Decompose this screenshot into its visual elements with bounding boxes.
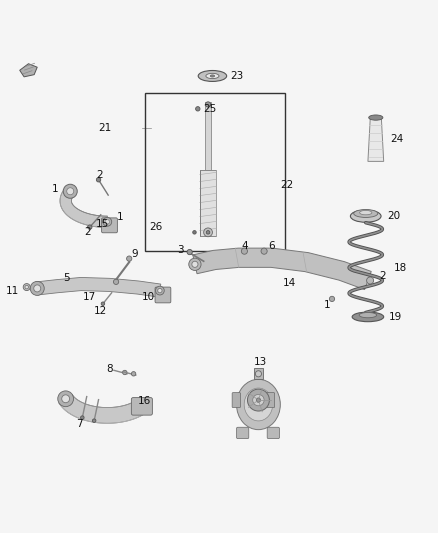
Ellipse shape: [237, 379, 280, 430]
Text: 13: 13: [254, 357, 267, 367]
Text: 25: 25: [203, 104, 217, 114]
Circle shape: [63, 184, 77, 198]
FancyBboxPatch shape: [267, 427, 279, 439]
Circle shape: [192, 261, 198, 268]
Circle shape: [23, 284, 30, 290]
Circle shape: [25, 285, 28, 289]
Text: 5: 5: [64, 273, 70, 283]
Circle shape: [127, 256, 132, 261]
Circle shape: [187, 249, 192, 255]
FancyBboxPatch shape: [232, 393, 240, 408]
Circle shape: [196, 107, 200, 111]
Text: 9: 9: [131, 249, 138, 259]
Circle shape: [204, 228, 212, 237]
Circle shape: [96, 177, 101, 182]
Text: 26: 26: [149, 222, 162, 232]
Ellipse shape: [359, 312, 377, 318]
Circle shape: [256, 398, 261, 402]
Ellipse shape: [350, 210, 381, 222]
Text: 4: 4: [241, 241, 248, 251]
Text: 17: 17: [83, 292, 96, 302]
Circle shape: [101, 302, 105, 305]
Circle shape: [253, 394, 264, 406]
Polygon shape: [368, 118, 384, 161]
Text: 6: 6: [268, 241, 275, 251]
Circle shape: [367, 277, 374, 284]
Text: 20: 20: [387, 211, 400, 221]
Circle shape: [67, 188, 74, 195]
Circle shape: [123, 370, 127, 375]
Text: 19: 19: [389, 312, 402, 322]
Circle shape: [103, 217, 112, 226]
Circle shape: [81, 416, 84, 419]
Text: 14: 14: [283, 278, 296, 288]
Polygon shape: [59, 394, 148, 423]
Circle shape: [189, 258, 201, 270]
Ellipse shape: [210, 75, 215, 77]
FancyBboxPatch shape: [155, 287, 171, 303]
FancyBboxPatch shape: [237, 427, 249, 439]
Text: 10: 10: [141, 292, 155, 302]
Text: 2: 2: [96, 169, 103, 180]
Polygon shape: [36, 278, 161, 297]
Circle shape: [261, 248, 267, 254]
Circle shape: [113, 279, 119, 285]
Bar: [145, 93, 285, 251]
Text: 1: 1: [51, 184, 58, 194]
Text: 8: 8: [106, 364, 113, 374]
Text: 1: 1: [117, 212, 124, 222]
Circle shape: [329, 296, 335, 302]
FancyBboxPatch shape: [102, 218, 117, 233]
Text: 24: 24: [390, 134, 403, 144]
Text: 1: 1: [324, 300, 331, 310]
Circle shape: [158, 288, 162, 293]
FancyBboxPatch shape: [266, 393, 275, 408]
Circle shape: [247, 389, 269, 411]
Polygon shape: [193, 248, 371, 289]
Circle shape: [88, 225, 92, 229]
Circle shape: [105, 220, 110, 224]
Text: 15: 15: [96, 219, 110, 229]
Text: 21: 21: [99, 123, 112, 133]
Circle shape: [206, 231, 210, 234]
Text: 16: 16: [138, 396, 151, 406]
Ellipse shape: [244, 388, 272, 421]
Circle shape: [205, 102, 211, 107]
Ellipse shape: [353, 209, 378, 217]
Circle shape: [193, 231, 196, 234]
Ellipse shape: [198, 70, 227, 82]
Circle shape: [255, 371, 261, 377]
Text: 18: 18: [393, 263, 406, 272]
Ellipse shape: [360, 211, 372, 215]
Text: 2: 2: [379, 271, 385, 281]
Circle shape: [155, 286, 164, 295]
Polygon shape: [20, 64, 37, 77]
Circle shape: [62, 395, 70, 403]
Text: 23: 23: [230, 71, 243, 81]
Circle shape: [92, 419, 96, 423]
Circle shape: [34, 285, 41, 292]
Bar: [254, 368, 263, 379]
Text: 11: 11: [6, 286, 19, 296]
Circle shape: [241, 248, 247, 254]
Bar: [205, 102, 211, 170]
Text: 22: 22: [280, 180, 293, 190]
Text: 3: 3: [177, 245, 184, 255]
Text: 12: 12: [94, 306, 107, 316]
Polygon shape: [60, 187, 107, 228]
Ellipse shape: [206, 74, 219, 78]
Ellipse shape: [352, 312, 384, 322]
Text: 7: 7: [76, 419, 83, 429]
Bar: [200, 170, 216, 236]
Circle shape: [58, 391, 74, 407]
Text: 2: 2: [84, 228, 91, 237]
FancyBboxPatch shape: [131, 398, 152, 415]
Circle shape: [131, 372, 136, 376]
Ellipse shape: [369, 115, 383, 120]
Circle shape: [30, 281, 44, 295]
